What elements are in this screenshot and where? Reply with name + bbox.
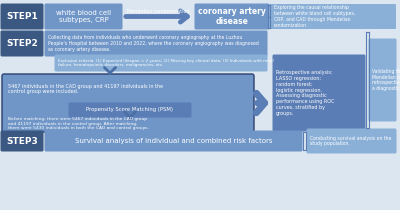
FancyBboxPatch shape	[54, 55, 268, 71]
Text: Survival analysis of individual and combined risk factors: Survival analysis of individual and comb…	[75, 138, 272, 144]
FancyBboxPatch shape	[0, 30, 44, 56]
FancyBboxPatch shape	[306, 129, 396, 154]
FancyBboxPatch shape	[44, 30, 268, 56]
FancyBboxPatch shape	[44, 130, 302, 151]
Text: 5467 individuals in the CAD group and 41197 individuals in the
control group wer: 5467 individuals in the CAD group and 41…	[8, 84, 163, 94]
Text: STEP2: STEP2	[6, 39, 38, 48]
Text: Collecting data from individuals who underwent coronary angiography at the Luzho: Collecting data from individuals who und…	[48, 35, 259, 52]
Text: STEP3: STEP3	[6, 136, 38, 146]
Text: Mendelian randomization: Mendelian randomization	[127, 9, 189, 14]
Text: Exploring the causal relationship
between white blood cell subtypes,
CRP, and CA: Exploring the causal relationship betwee…	[274, 5, 355, 28]
FancyBboxPatch shape	[269, 4, 396, 29]
FancyBboxPatch shape	[2, 74, 254, 132]
Text: Exclusion criteria: (1) Expected lifespan < 2 years; (2) Missing key clinical da: Exclusion criteria: (1) Expected lifespa…	[58, 59, 274, 67]
FancyBboxPatch shape	[68, 102, 192, 118]
Text: Conducting survival analysis on the
study population.: Conducting survival analysis on the stud…	[310, 136, 391, 146]
Text: Before matching, there were 5467 individuals in the CAD group
and 41197 individu: Before matching, there were 5467 individ…	[8, 117, 149, 130]
Text: STEP1: STEP1	[6, 12, 38, 21]
Text: Propensity Score Matching (PSM): Propensity Score Matching (PSM)	[86, 108, 174, 113]
FancyBboxPatch shape	[44, 4, 122, 29]
FancyBboxPatch shape	[368, 38, 396, 122]
FancyBboxPatch shape	[272, 55, 366, 131]
FancyBboxPatch shape	[0, 4, 44, 29]
Text: coronary artery
disease: coronary artery disease	[198, 7, 266, 26]
Text: Retrospective analysis:
LASSO regression;
random forest;
logistic regression.
As: Retrospective analysis: LASSO regression…	[276, 70, 334, 116]
FancyBboxPatch shape	[0, 130, 44, 151]
FancyBboxPatch shape	[194, 4, 270, 29]
Text: white blood cell
subtypes, CRP: white blood cell subtypes, CRP	[56, 10, 111, 23]
Text: Validating the conclusions from
Mendelian randomization through
retrospective an: Validating the conclusions from Mendelia…	[372, 69, 400, 91]
